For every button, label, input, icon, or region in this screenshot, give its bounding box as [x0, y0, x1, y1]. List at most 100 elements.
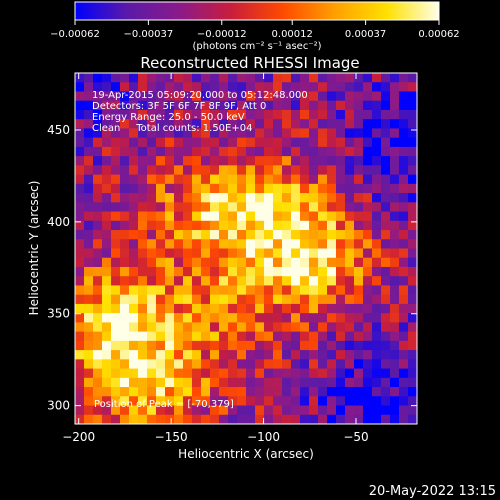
heatmap-cell: [327, 303, 337, 314]
heatmap-cell: [129, 165, 139, 176]
heatmap-cell: [210, 368, 220, 379]
heatmap-cell: [129, 350, 139, 360]
heatmap-cell: [327, 396, 337, 407]
heatmap-cell: [255, 313, 265, 323]
heatmap-cell: [336, 202, 346, 213]
heatmap-cell: [318, 313, 328, 323]
heatmap-cell: [318, 257, 328, 268]
heatmap-cell: [111, 128, 121, 139]
heatmap-cell: [120, 285, 130, 296]
heatmap-cell: [318, 100, 328, 111]
heatmap-cell: [147, 303, 157, 314]
heatmap-cell: [345, 202, 355, 213]
heatmap-cell: [129, 322, 139, 333]
heatmap-cell: [120, 91, 130, 102]
heatmap-cell: [246, 174, 256, 185]
heatmap-cell: [300, 174, 310, 185]
heatmap-cell: [165, 146, 175, 157]
heatmap-cell: [228, 396, 238, 407]
heatmap-cell: [156, 377, 166, 388]
heatmap-cell: [111, 183, 121, 194]
heatmap-cell: [408, 248, 417, 259]
heatmap-cell: [156, 137, 166, 148]
heatmap-cell: [111, 387, 121, 397]
heatmap-cell: [273, 285, 283, 296]
heatmap-cell: [345, 183, 355, 194]
heatmap-cell: [174, 331, 184, 342]
heatmap-cell: [363, 285, 373, 296]
heatmap-cell: [183, 387, 193, 397]
heatmap-cell: [156, 266, 166, 277]
heatmap-cell: [327, 156, 337, 166]
heatmap-cell: [84, 368, 94, 379]
heatmap-cell: [219, 294, 229, 305]
heatmap-cell: [93, 156, 103, 166]
heatmap-cell: [192, 331, 202, 342]
heatmap-cell: [174, 414, 184, 424]
heatmap-cell: [93, 128, 103, 139]
heatmap-cell: [363, 239, 373, 250]
heatmap-cell: [138, 119, 148, 130]
heatmap-cell: [327, 266, 337, 277]
heatmap-cell: [246, 331, 256, 342]
heatmap-cell: [93, 230, 103, 240]
heatmap-cell: [165, 119, 175, 130]
heatmap-cell: [228, 211, 238, 222]
heatmap-cell: [120, 193, 130, 203]
heatmap-cell: [372, 276, 382, 287]
heatmap-cell: [156, 100, 166, 111]
heatmap-cell: [399, 202, 409, 213]
heatmap-cell: [129, 368, 139, 379]
heatmap-cell: [174, 202, 184, 213]
heatmap-cell: [309, 100, 319, 111]
heatmap-cell: [129, 285, 139, 296]
heatmap-cell: [399, 248, 409, 259]
heatmap-cell: [264, 285, 274, 296]
heatmap-cell: [120, 248, 130, 259]
heatmap-cell: [165, 248, 175, 259]
heatmap-cell: [291, 266, 301, 277]
heatmap-cell: [246, 146, 256, 157]
heatmap-cell: [138, 137, 148, 148]
heatmap-cell: [84, 239, 94, 250]
heatmap-cell: [327, 294, 337, 305]
heatmap-cell: [84, 322, 94, 333]
heatmap-cell: [264, 266, 274, 277]
heatmap-cell: [246, 119, 256, 130]
heatmap-cell: [345, 128, 355, 139]
heatmap-cell: [300, 313, 310, 323]
heatmap-cell: [183, 174, 193, 185]
heatmap-cell: [156, 285, 166, 296]
heatmap-cell: [273, 331, 283, 342]
heatmap-cell: [93, 350, 103, 360]
heatmap-cell: [102, 73, 112, 83]
heatmap-cell: [282, 193, 292, 203]
heatmap-cell: [345, 239, 355, 250]
heatmap-cell: [372, 82, 382, 93]
heatmap-cell: [183, 285, 193, 296]
heatmap-cell: [237, 368, 247, 379]
heatmap-cell: [192, 137, 202, 148]
heatmap-cell: [75, 137, 85, 148]
heatmap-cell: [363, 396, 373, 407]
heatmap-cell: [246, 73, 256, 83]
heatmap-cell: [273, 368, 283, 379]
heatmap-cell: [111, 119, 121, 130]
heatmap-cell: [273, 128, 283, 139]
heatmap-cell: [102, 100, 112, 111]
heatmap-cell: [201, 156, 211, 166]
heatmap-cell: [84, 183, 94, 194]
heatmap-cell: [300, 100, 310, 111]
heatmap-cell: [372, 359, 382, 370]
heatmap-cell: [354, 183, 364, 194]
heatmap-cell: [255, 359, 265, 370]
heatmap-cell: [264, 73, 274, 83]
heatmap-cell: [93, 266, 103, 277]
heatmap-cell: [111, 350, 121, 360]
heatmap-cell: [138, 183, 148, 194]
heatmap-cell: [183, 82, 193, 93]
heatmap-cell: [300, 165, 310, 176]
heatmap-cell: [327, 285, 337, 296]
heatmap-cell: [372, 202, 382, 213]
heatmap-cell: [390, 183, 400, 194]
